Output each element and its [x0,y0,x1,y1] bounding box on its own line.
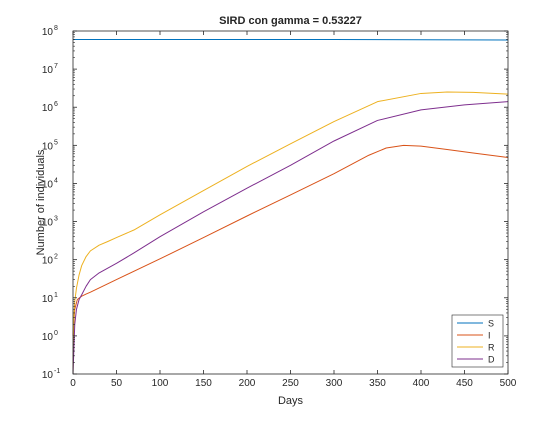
y-tick-label: 10 [42,370,54,381]
y-tick-label-exponent: 2 [54,254,58,261]
y-tick-label: 10 [42,65,54,76]
chart-title: SIRD con gamma = 0.53227 [219,15,362,27]
legend-label-r: R [488,343,495,353]
y-tick-label-exponent: 4 [54,177,58,184]
series-line-d [72,101,509,375]
y-tick-label: 10 [42,103,54,114]
legend-label-s: S [488,319,494,329]
series-line-s [73,38,509,41]
y-tick-label-exponent: 7 [54,63,58,70]
x-tick-label: 150 [195,378,212,389]
y-axis-label: Number of individuals [35,149,47,255]
y-tick-label-exponent: 5 [54,139,58,146]
x-tick-label: 50 [111,378,123,389]
y-tick-label: 10 [42,294,54,305]
x-axis-ticks: 0 50 100 150 200 250 300 350 400 450 500 [70,31,517,389]
x-tick-label: 450 [456,378,473,389]
y-tick-label: 10 [42,141,54,152]
x-tick-label: 500 [500,378,517,389]
y-tick-label: 10 [42,179,54,190]
legend-box [451,314,504,368]
plot-area [73,31,508,374]
y-tick-label: 10 [42,332,54,343]
y-tick-label-exponent: 6 [54,101,58,108]
legend-label-d: D [488,355,495,365]
y-tick-label-exponent: 1 [54,292,58,299]
y-tick-label: 10 [42,218,54,229]
y-tick-label-exponent: 3 [54,216,58,223]
y-tick-label-exponent: -1 [54,368,60,375]
x-tick-label: 250 [282,378,299,389]
x-tick-label: 200 [239,378,256,389]
series-layer [72,38,509,375]
x-axis-label: Days [278,395,304,407]
legend: SIRD [451,314,504,368]
y-tick-label-exponent: 8 [54,25,58,32]
series-line-r [72,91,509,375]
x-tick-label: 350 [369,378,386,389]
x-tick-label: 100 [152,378,169,389]
x-tick-label: 300 [326,378,343,389]
y-tick-label-exponent: 0 [54,330,58,337]
x-tick-label: 400 [413,378,430,389]
x-tick-label: 0 [70,378,76,389]
series-line-i [72,144,509,336]
y-tick-label: 10 [42,256,54,267]
legend-label-i: I [488,331,491,341]
y-tick-label: 10 [42,27,54,38]
